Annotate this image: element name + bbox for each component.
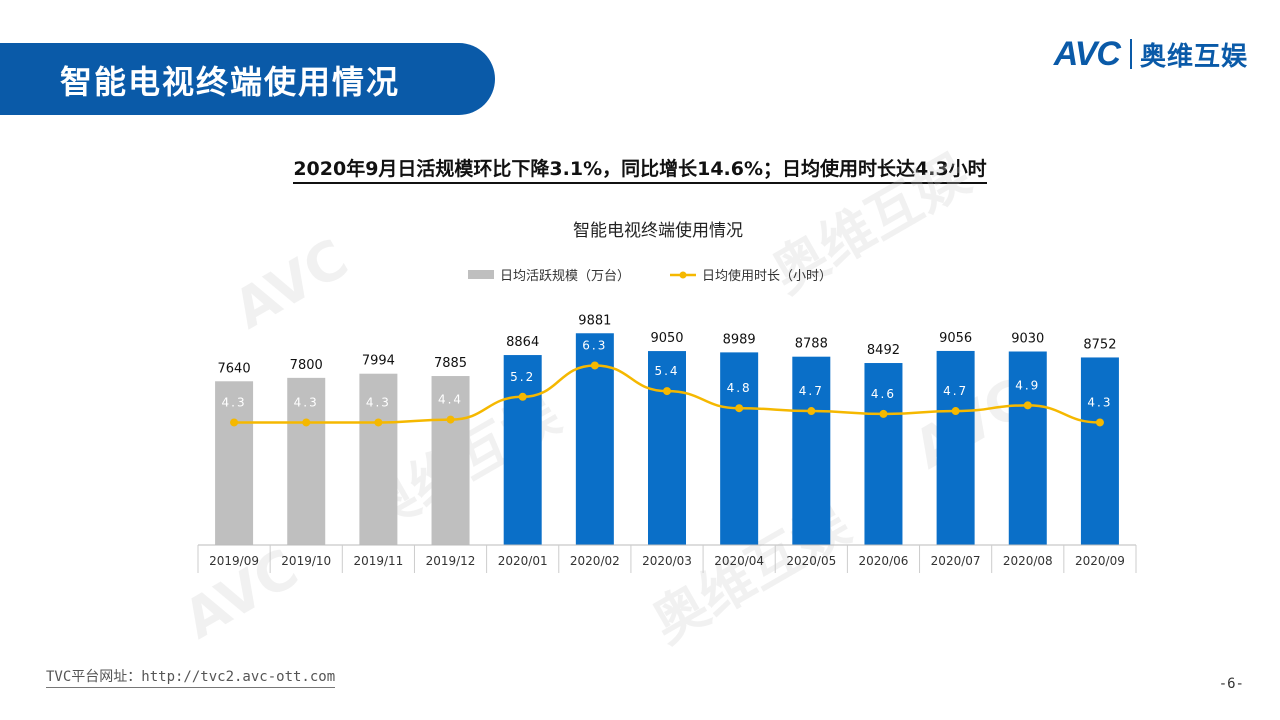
line-point [1095,418,1104,427]
line-point [807,407,816,416]
bar-value-label: 7800 [290,358,323,373]
line-value-label: 4.9 [1015,378,1040,392]
bar [215,381,254,545]
bar [648,351,686,545]
line-series: 4.3 4.3 4.3 4.4 5.2 6.3 5.4 4.8 4.7 4.6 4.7 4.9 4.3 [222,338,1112,427]
bar [792,356,831,545]
line-point [1023,401,1032,410]
bar-value-label: 8788 [795,337,828,352]
bar [720,352,759,545]
line-value-label: 5.2 [510,370,535,384]
x-tick-label: 2020/09 [1075,554,1125,568]
line-point [879,409,888,418]
legend-swatch-bar [468,270,494,279]
line-value-label: 4.7 [799,384,824,398]
bar [1080,357,1119,545]
x-tick-label: 2020/08 [1003,554,1053,568]
x-tick-label: 2019/11 [353,554,403,568]
bar-value-label: 8989 [723,332,756,347]
bar [359,373,398,545]
headline: 2020年9月日活规模环比下降3.1%，同比增长14.6%；日均使用时长达4.3… [0,154,1280,184]
line-value-label: 5.4 [654,364,679,378]
x-tick-label: 2020/01 [498,554,548,568]
bar-value-label: 8864 [506,335,539,350]
watermark-mark: AVC [223,227,358,341]
x-tick-label: 2020/05 [786,554,836,568]
bar-value-label: 9030 [1011,332,1044,347]
bar-value-label: 7994 [362,354,395,369]
x-tick-label: 2020/02 [570,554,620,568]
line-point [230,418,239,427]
bar-value-label: 9056 [939,331,972,346]
line-value-label: 4.8 [727,381,752,395]
bar-value-label: 9050 [650,331,683,346]
legend-label-line: 日均使用时长（小时） [702,268,832,284]
line-point [590,361,599,370]
line-point [663,387,671,396]
bar [287,377,326,545]
line-value-label: 4.7 [943,384,968,398]
bar [1008,351,1047,545]
line-point [374,418,383,427]
logo-name: 奥维互娱 [1139,41,1248,72]
line-point [735,404,744,413]
bar-value-label: 7640 [218,361,251,376]
footer-url[interactable]: TVC平台网址：http://tvc2.avc-ott.com [46,666,336,688]
logo-divider [1129,39,1132,69]
line-value-label: 4.3 [222,395,247,409]
chart-title: 智能电视终端使用情况 [573,220,743,241]
bar-value-label: 9881 [578,313,611,328]
legend-marker-line [679,271,687,279]
x-tick-label: 2019/12 [426,554,476,568]
header-band [0,43,495,115]
logo-brand: AVC [1053,34,1121,73]
bar-series: 7640 7800 7994 7885 8864 9881 9050 8989 8788 8492… [215,313,1119,545]
line-point [951,407,960,416]
line-value-label: 4.3 [366,395,391,409]
page-number: -6- [1218,676,1244,692]
line-value-label: 4.6 [871,387,896,401]
legend-label-bar: 日均活跃规模（万台） [500,269,630,284]
bar [936,350,975,545]
line-value-label: 4.3 [1087,395,1112,409]
x-tick-label: 2020/06 [859,554,909,568]
x-tick-label: 2019/10 [281,554,331,568]
bar [864,363,903,545]
bar-value-label: 8752 [1083,337,1116,352]
chart-legend: 日均活跃规模（万台） 日均使用时长（小时） [468,268,832,284]
x-axis: 2019/09 2019/10 2019/11 2019/12 2020/01 2020/… [197,544,1137,573]
logo: AVC 奥维互娱 [1054,34,1248,74]
bar-value-label: 7885 [434,356,467,371]
line-point [446,415,455,424]
line-value-label: 4.4 [438,393,463,407]
line-value-label: 6.3 [582,338,607,352]
bar [503,355,542,545]
x-tick-label: 2020/07 [931,554,981,568]
page-title: 智能电视终端使用情况 [60,63,401,101]
line-value-label: 4.3 [294,395,319,409]
headline-text: 2020年9月日活规模环比下降3.1%，同比增长14.6%；日均使用时长达4.3… [293,158,987,184]
x-tick-label: 2020/03 [642,554,692,568]
bar-value-label: 8492 [867,343,900,358]
x-tick-label: 2019/09 [209,554,259,568]
x-tick-label: 2020/04 [714,554,764,568]
line-point [518,392,527,401]
bar [431,376,470,545]
line-point [302,418,311,427]
